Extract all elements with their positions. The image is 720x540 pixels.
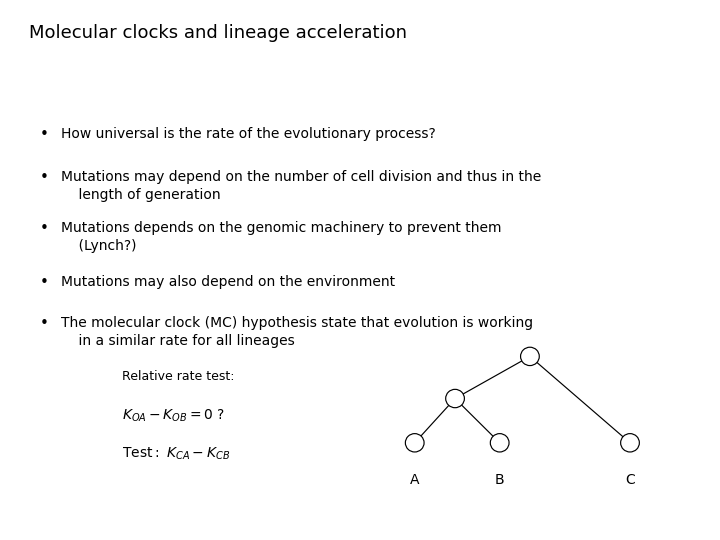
Text: •: • — [40, 221, 48, 237]
Text: A: A — [410, 472, 420, 487]
Text: Mutations may depend on the number of cell division and thus in the
    length o: Mutations may depend on the number of ce… — [61, 170, 541, 202]
Text: Relative rate test:: Relative rate test: — [122, 370, 235, 383]
Text: The molecular clock (MC) hypothesis state that evolution is working
    in a sim: The molecular clock (MC) hypothesis stat… — [61, 316, 534, 348]
Text: How universal is the rate of the evolutionary process?: How universal is the rate of the evoluti… — [61, 127, 436, 141]
Text: C: C — [625, 472, 635, 487]
Text: Mutations may also depend on the environment: Mutations may also depend on the environ… — [61, 275, 395, 289]
Text: Mutations depends on the genomic machinery to prevent them
    (Lynch?): Mutations depends on the genomic machine… — [61, 221, 502, 253]
Text: $K_{OA}-K_{OB}=0\ ?$: $K_{OA}-K_{OB}=0\ ?$ — [122, 408, 225, 424]
Text: B: B — [495, 472, 505, 487]
Text: •: • — [40, 316, 48, 331]
Text: Molecular clocks and lineage acceleration: Molecular clocks and lineage acceleratio… — [29, 24, 407, 42]
Text: •: • — [40, 275, 48, 291]
Text: •: • — [40, 127, 48, 142]
Text: •: • — [40, 170, 48, 185]
Text: $\mathrm{Test:}\ K_{CA}-K_{CB}$: $\mathrm{Test:}\ K_{CA}-K_{CB}$ — [122, 446, 230, 462]
